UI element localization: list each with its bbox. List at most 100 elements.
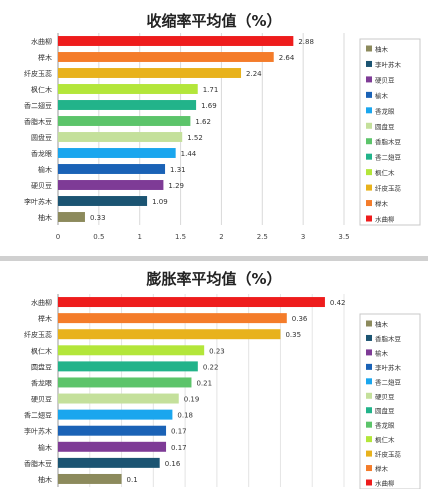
- data-label: 1.62: [195, 118, 211, 126]
- data-label: 0.17: [171, 428, 187, 436]
- bar: [58, 196, 148, 206]
- x-tick-label: 0.5: [93, 233, 104, 241]
- bar: [58, 164, 166, 174]
- category-label: 香脂木豆: [24, 117, 52, 126]
- legend-swatch: [366, 320, 372, 327]
- legend-swatch: [366, 45, 372, 52]
- category-label: 香二翅豆: [24, 101, 52, 110]
- legend-label: 柚木: [375, 320, 389, 329]
- data-label: 0.36: [292, 315, 308, 323]
- data-label: 1.09: [152, 198, 168, 206]
- legend-swatch: [366, 421, 372, 428]
- legend-swatch: [366, 215, 372, 222]
- legend-label: 榆木: [375, 348, 389, 357]
- legend-label: 香脂木豆: [375, 137, 402, 146]
- x-tick-label: 0: [56, 233, 60, 241]
- legend-label: 枫仁木: [375, 168, 395, 177]
- category-label: 纤皮玉蕊: [24, 330, 52, 339]
- category-label: 榆木: [38, 443, 52, 452]
- bar: [58, 425, 167, 436]
- legend-label: 水曲柳: [375, 215, 395, 224]
- category-label: 榆木: [38, 165, 52, 174]
- bar: [58, 313, 287, 324]
- bar: [58, 457, 160, 468]
- data-label: 1.71: [203, 86, 219, 94]
- data-label: 0.18: [177, 412, 193, 420]
- category-label: 圆盘豆: [31, 133, 52, 142]
- data-label: 0.1: [127, 476, 138, 484]
- bar: [58, 361, 198, 372]
- category-label: 柚木: [38, 213, 52, 222]
- legend-swatch: [366, 392, 372, 399]
- data-label: 0.23: [209, 347, 225, 355]
- data-label: 0.19: [184, 396, 200, 404]
- data-label: 2.24: [246, 70, 262, 78]
- legend-swatch: [366, 407, 372, 414]
- bar: [58, 212, 85, 222]
- data-label: 0.16: [165, 460, 181, 468]
- bar: [58, 52, 274, 62]
- category-label: 水曲柳: [31, 298, 52, 307]
- bar: [58, 441, 167, 452]
- legend-swatch: [366, 363, 372, 370]
- legend-label: 榉木: [375, 464, 389, 473]
- bar: [58, 132, 183, 142]
- category-label: 硬贝豆: [31, 396, 52, 404]
- legend-label: 香脂木豆: [375, 334, 402, 343]
- legend-label: 纤皮玉蕊: [375, 184, 402, 193]
- shrinkage-bar-chart: 水曲柳 2.88 榉木 2.64 纤皮玉蕊 2.24 枫仁木 1.71 香二翅豆 1.69 香脂木豆…: [24, 33, 421, 241]
- legend-swatch: [366, 334, 372, 341]
- bar: [58, 393, 179, 404]
- legend-label: 硬贝豆: [375, 76, 395, 84]
- category-label: 香脂木豆: [24, 459, 52, 468]
- legend-label: 水曲柳: [375, 479, 395, 488]
- legend-label: 香龙眼: [375, 106, 395, 115]
- x-tick-label: 1.5: [175, 233, 186, 241]
- legend-label: 硬贝豆: [375, 393, 395, 401]
- bar: [58, 345, 205, 356]
- bar: [58, 116, 191, 126]
- category-label: 香二翅豆: [24, 411, 52, 420]
- legend-box: [359, 313, 421, 489]
- category-label: 硬贝豆: [31, 182, 52, 190]
- legend-label: 柚木: [375, 45, 389, 54]
- data-label: 1.69: [201, 102, 217, 110]
- data-label: 0.17: [171, 444, 187, 452]
- category-label: 枫仁木: [31, 346, 52, 355]
- legend-label: 香龙眼: [375, 421, 395, 430]
- legend-box: [359, 38, 421, 226]
- x-tick-label: 3.5: [338, 233, 349, 241]
- legend-label: 李叶苏木: [375, 363, 402, 372]
- category-label: 榉木: [38, 53, 52, 62]
- bar: [58, 329, 281, 340]
- category-label: 圆盘豆: [31, 362, 52, 371]
- chart-title: 膨胀率平均值（%）: [146, 270, 282, 288]
- data-label: 1.31: [170, 166, 186, 174]
- legend-label: 纤皮玉蕊: [375, 450, 402, 459]
- data-label: 1.29: [168, 182, 184, 190]
- data-label: 0.42: [330, 299, 346, 307]
- legend-swatch: [366, 91, 372, 98]
- legend-label: 榉木: [375, 199, 389, 208]
- shrinkage-chart-panel: 收缩率平均值（%） 水曲柳 2.88 榉木 2.64 纤皮玉蕊 2.24 枫仁木 1.71 香二…: [24, 12, 421, 241]
- legend-swatch: [366, 479, 372, 486]
- legend-swatch: [366, 169, 372, 176]
- legend-label: 李叶苏木: [375, 60, 402, 69]
- swelling-bar-chart: 水曲柳 0.42 榉木 0.36 纤皮玉蕊 0.35 枫仁木 0.23 圆盘豆 0.22 香龙眼 0.…: [24, 294, 421, 489]
- swelling-chart-panel: 膨胀率平均值（%） 水曲柳 0.42 榉木 0.36 纤皮玉蕊 0.35 枫仁木 0.23 圆盘…: [0, 262, 428, 489]
- category-label: 李叶苏木: [24, 197, 52, 206]
- bar: [58, 68, 242, 78]
- x-tick-label: 2: [219, 233, 223, 241]
- bar: [58, 377, 192, 388]
- category-label: 香龙眼: [31, 149, 52, 158]
- category-label: 李叶苏木: [24, 427, 52, 436]
- category-label: 榉木: [38, 314, 52, 323]
- category-label: 水曲柳: [31, 37, 52, 46]
- legend-swatch: [366, 378, 372, 385]
- legend-label: 圆盘豆: [375, 122, 395, 131]
- data-label: 1.44: [181, 150, 197, 158]
- bar: [58, 148, 176, 158]
- data-label: 0.35: [285, 331, 301, 339]
- category-label: 柚木: [38, 475, 52, 484]
- bar: [58, 180, 164, 190]
